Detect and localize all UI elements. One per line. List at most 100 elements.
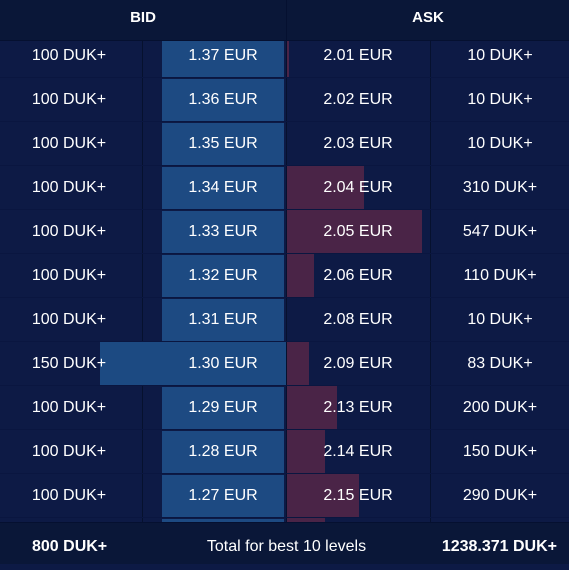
bid-price: 1.27 EUR (188, 487, 258, 504)
bid-column-title: BID (130, 9, 156, 26)
ask-quantity: 547 DUK+ (462, 223, 538, 240)
row-separator (0, 253, 569, 254)
ask-quantity: 10 DUK+ (467, 47, 533, 64)
ask-price: 2.15 EUR (323, 487, 393, 504)
ask-depth-bar (287, 210, 422, 254)
order-book-row[interactable]: 100 DUK+ 1.37 EUR 2.01 EUR 10 DUK+ (0, 41, 569, 78)
column-divider (430, 41, 431, 522)
row-separator (0, 165, 569, 166)
bid-price: 1.32 EUR (188, 267, 258, 284)
ask-price: 2.01 EUR (323, 47, 393, 64)
bid-price-highlight (162, 387, 284, 429)
bid-price-highlight (162, 475, 284, 517)
row-separator (0, 77, 569, 78)
bid-price-highlight (162, 41, 284, 77)
bid-quantity: 100 DUK+ (31, 399, 107, 416)
bid-price-highlight (162, 167, 284, 209)
ask-depth-bar (287, 254, 314, 298)
ask-quantity: 290 DUK+ (462, 487, 538, 504)
ask-quantity: 83 DUK+ (467, 355, 533, 372)
bid-price-highlight (162, 79, 284, 121)
order-book-footer: 800 DUK+ Total for best 10 levels 1238.3… (0, 522, 569, 564)
total-caption: Total for best 10 levels (206, 538, 367, 555)
bid-price: 1.35 EUR (188, 135, 258, 152)
ask-price: 2.14 EUR (323, 443, 393, 460)
ask-column-title: ASK (412, 9, 444, 26)
ask-quantity: 10 DUK+ (467, 91, 533, 108)
bid-price-highlight (162, 211, 284, 253)
bid-quantity: 100 DUK+ (31, 179, 107, 196)
bid-price: 1.34 EUR (188, 179, 258, 196)
ask-depth-bar (287, 518, 325, 522)
ask-quantity: 10 DUK+ (467, 135, 533, 152)
order-book[interactable]: 100 DUK+ 1.37 EUR 2.01 EUR 10 DUK+ 100 DUK+ 1… (0, 41, 569, 522)
row-separator (0, 121, 569, 122)
bid-quantity: 100 DUK+ (31, 91, 107, 108)
ask-price: 2.05 EUR (323, 223, 393, 240)
ask-price: 2.04 EUR (323, 179, 393, 196)
ask-price: 2.13 EUR (323, 399, 393, 416)
column-divider (142, 41, 143, 522)
header-divider (286, 0, 287, 40)
row-separator (0, 517, 569, 518)
bid-quantity: 100 DUK+ (31, 443, 107, 460)
ask-quantity: 310 DUK+ (462, 179, 538, 196)
row-separator (0, 385, 569, 386)
bid-price-highlight (162, 299, 284, 341)
order-book-header: BID ASK (0, 0, 569, 41)
bid-quantity: 150 DUK+ (31, 355, 107, 372)
order-book-row[interactable]: 100 DUK+ 1.27 EUR 2.15 EUR 290 DUK+ (0, 474, 569, 518)
ask-price: 2.09 EUR (323, 355, 393, 372)
bid-price: 1.30 EUR (188, 355, 258, 372)
order-book-row[interactable]: 100 DUK+ 1.36 EUR 2.02 EUR 10 DUK+ (0, 78, 569, 122)
row-separator (0, 341, 569, 342)
ask-quantity: 10 DUK+ (467, 311, 533, 328)
order-book-row[interactable]: 150 DUK+ 1.30 EUR 2.09 EUR 83 DUK+ (0, 342, 569, 386)
ask-depth-bar (287, 430, 325, 474)
ask-depth-bar (287, 386, 337, 430)
order-book-row[interactable] (0, 518, 569, 522)
ask-total: 1238.371 DUK+ (441, 538, 557, 555)
row-separator (0, 209, 569, 210)
order-book-row[interactable]: 100 DUK+ 1.28 EUR 2.14 EUR 150 DUK+ (0, 430, 569, 474)
row-separator (0, 473, 569, 474)
ask-depth-bar (287, 166, 364, 210)
ask-quantity: 110 DUK+ (463, 267, 537, 284)
bid-quantity: 100 DUK+ (31, 47, 107, 64)
bid-price-highlight (162, 519, 284, 522)
bid-price: 1.28 EUR (188, 443, 258, 460)
bid-price: 1.31 EUR (188, 311, 258, 328)
row-separator (0, 429, 569, 430)
bid-price: 1.33 EUR (188, 223, 258, 240)
bid-price-highlight (162, 123, 284, 165)
bid-total: 800 DUK+ (32, 538, 108, 555)
ask-price: 2.08 EUR (323, 311, 393, 328)
order-book-row[interactable]: 100 DUK+ 1.31 EUR 2.08 EUR 10 DUK+ (0, 298, 569, 342)
bid-quantity: 100 DUK+ (31, 135, 107, 152)
ask-depth-bar (287, 474, 359, 518)
order-book-row[interactable]: 100 DUK+ 1.32 EUR 2.06 EUR 110 DUK+ (0, 254, 569, 298)
bid-depth-bar (100, 342, 286, 386)
order-book-row[interactable]: 100 DUK+ 1.29 EUR 2.13 EUR 200 DUK+ (0, 386, 569, 430)
bid-price: 1.36 EUR (188, 91, 258, 108)
bid-quantity: 100 DUK+ (31, 223, 107, 240)
bid-price: 1.37 EUR (188, 47, 258, 64)
bid-price-highlight (162, 431, 284, 473)
ask-price: 2.02 EUR (323, 91, 393, 108)
order-book-row[interactable]: 100 DUK+ 1.34 EUR 2.04 EUR 310 DUK+ (0, 166, 569, 210)
ask-depth-bar (287, 41, 289, 78)
ask-quantity: 150 DUK+ (462, 443, 538, 460)
bid-quantity: 100 DUK+ (31, 311, 107, 328)
order-book-row[interactable]: 100 DUK+ 1.35 EUR 2.03 EUR 10 DUK+ (0, 122, 569, 166)
column-divider (286, 41, 287, 522)
ask-quantity: 200 DUK+ (462, 399, 538, 416)
bid-price: 1.29 EUR (188, 399, 258, 416)
bid-price-highlight (162, 255, 284, 297)
ask-depth-bar (287, 342, 309, 386)
order-book-row[interactable]: 100 DUK+ 1.33 EUR 2.05 EUR 547 DUK+ (0, 210, 569, 254)
ask-price: 2.03 EUR (323, 135, 393, 152)
bid-quantity: 100 DUK+ (31, 487, 107, 504)
bid-quantity: 100 DUK+ (31, 267, 107, 284)
ask-price: 2.06 EUR (323, 267, 393, 284)
row-separator (0, 297, 569, 298)
